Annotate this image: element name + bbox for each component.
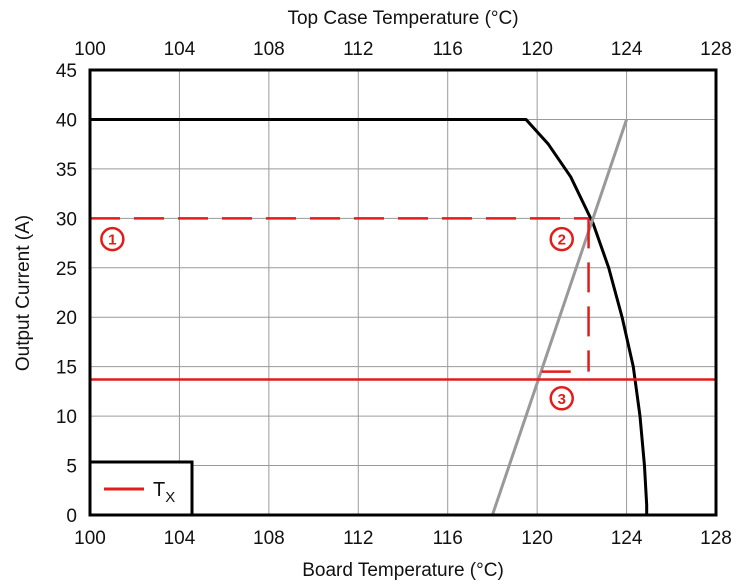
y-tick-label: 45	[56, 61, 77, 82]
legend-label-subscript: X	[165, 489, 175, 506]
x-tick-label: 120	[521, 528, 553, 549]
x-tick-label: 128	[700, 528, 732, 549]
step-marker-circle	[549, 386, 574, 411]
annotation-layer: 1 2 3	[100, 226, 574, 411]
x2-tick-label: 120	[521, 39, 553, 60]
x2-tick-label: 104	[164, 39, 196, 60]
top-axis-title: Top Case Temperature (°C)	[287, 8, 518, 29]
x2-tick-label: 124	[611, 39, 643, 60]
step-marker: 1	[100, 226, 125, 252]
legend-label-tx: TX	[153, 479, 175, 506]
x2-tick-label: 116	[433, 39, 463, 60]
step-marker: 2	[549, 226, 574, 252]
step-marker: 3	[549, 386, 574, 411]
y-tick-label: 25	[56, 259, 77, 280]
x-tick-label: 108	[253, 528, 285, 549]
y-tick-label: 10	[56, 407, 77, 428]
bottom-axis-title: Board Temperature (°C)	[302, 560, 504, 581]
plot-frame	[88, 68, 718, 517]
y-tick-label: 0	[66, 506, 77, 527]
x2-tick-label: 108	[253, 39, 285, 60]
y-tick-label: 15	[56, 358, 77, 379]
step-marker-label: 1	[108, 232, 116, 249]
x-tick-label: 100	[74, 528, 106, 549]
step-marker-circle	[549, 226, 574, 252]
step-marker-label: 2	[558, 232, 566, 249]
x2-tick-label: 128	[700, 39, 732, 60]
y-tick-label: 5	[66, 457, 77, 478]
y-axis-title: Output Current (A)	[13, 215, 34, 371]
x-tick-label: 124	[611, 528, 643, 549]
legend-label-main: T	[153, 479, 165, 501]
y-tick-label: 35	[56, 160, 77, 181]
x2-tick-label: 100	[74, 39, 106, 60]
y-tick-label: 30	[56, 209, 77, 230]
case-temperature-line	[491, 118, 628, 516]
x-tick-label: 116	[433, 528, 463, 549]
legend: TX	[88, 460, 194, 517]
x-tick-label: 104	[164, 528, 196, 549]
series-layer	[90, 117, 716, 516]
x-tick-label: 112	[343, 528, 373, 549]
y-tick-label: 20	[56, 308, 77, 329]
derating-curve	[90, 117, 649, 515]
step-marker-circle	[100, 226, 125, 252]
step-marker-label: 3	[558, 391, 566, 408]
x2-tick-label: 112	[343, 39, 373, 60]
y-tick-label: 40	[56, 110, 77, 131]
